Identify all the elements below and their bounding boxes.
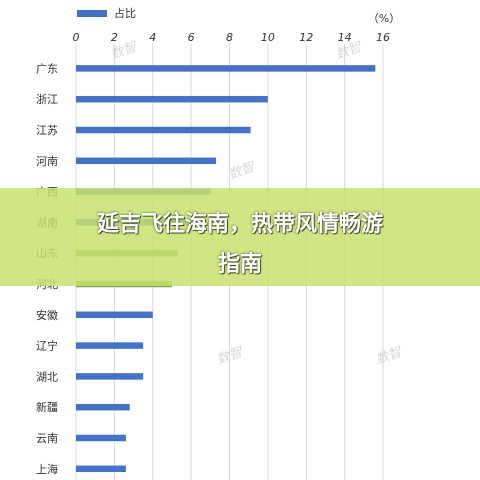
title-banner	[0, 188, 480, 286]
category-label: 广东	[36, 62, 58, 75]
bar	[76, 403, 130, 411]
category-label: 新疆	[36, 400, 58, 414]
x-tick-label: 8	[226, 31, 233, 44]
x-tick-label: 0	[73, 31, 80, 44]
axis-unit-label: （%）	[368, 12, 400, 25]
category-label: 辽宁	[36, 339, 58, 353]
banner-title-line-1: 延吉飞往海南，热带风情畅游	[96, 212, 383, 237]
x-tick-label: 6	[188, 31, 195, 44]
bar	[76, 95, 268, 103]
x-tick-label: 12	[299, 31, 313, 44]
bar	[76, 465, 126, 473]
bar	[76, 434, 126, 442]
banner-title-line-2: 指南	[217, 252, 262, 277]
category-label: 湖北	[36, 370, 58, 383]
x-tick-label: 2	[111, 31, 118, 44]
category-label: 上海	[36, 462, 58, 476]
x-tick-label: 16	[376, 31, 390, 44]
category-label: 浙江	[36, 93, 58, 106]
bar	[76, 157, 217, 165]
category-label: 河南	[36, 155, 58, 168]
bar	[76, 311, 153, 319]
bar	[76, 342, 144, 349]
category-label: 江苏	[36, 124, 58, 137]
legend-swatch	[77, 10, 107, 17]
bar	[76, 65, 376, 72]
x-tick-label: 14	[338, 31, 352, 44]
x-tick-label: 10	[261, 31, 275, 44]
legend-label: 占比	[114, 6, 136, 20]
bar	[76, 373, 144, 380]
category-label: 安徽	[36, 308, 58, 322]
x-tick-label: 4	[149, 31, 156, 44]
category-label: 云南	[36, 432, 58, 445]
bar	[76, 126, 251, 134]
